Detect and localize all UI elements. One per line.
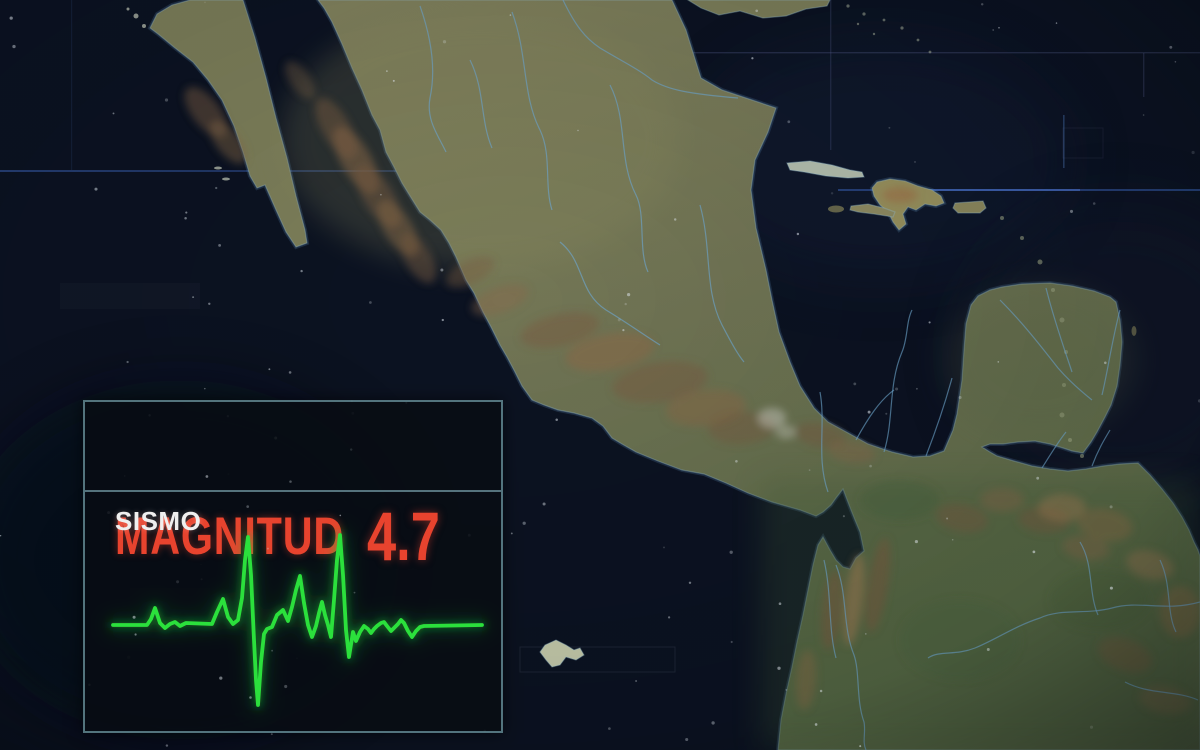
- earthquake-info-panel: MAGNITUD 4.7 SISMO: [83, 400, 503, 733]
- magnitude-value: 4.7: [367, 498, 440, 575]
- magnitude-row: MAGNITUD 4.7: [85, 402, 501, 571]
- panel-divider: [85, 490, 501, 492]
- sismo-label: SISMO: [115, 506, 202, 536]
